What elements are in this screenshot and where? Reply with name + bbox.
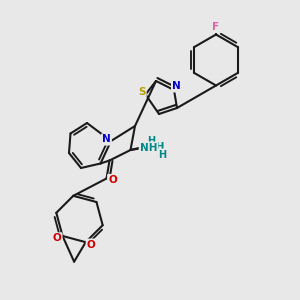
Text: O: O bbox=[53, 233, 62, 243]
Text: S: S bbox=[138, 87, 146, 97]
Text: N: N bbox=[172, 81, 181, 92]
Text: H: H bbox=[147, 136, 155, 146]
Text: O: O bbox=[108, 175, 117, 185]
Text: F: F bbox=[212, 22, 220, 32]
Text: NH: NH bbox=[140, 142, 157, 153]
Text: H: H bbox=[158, 149, 166, 160]
Text: NH: NH bbox=[147, 142, 165, 152]
Text: N: N bbox=[102, 134, 111, 145]
Text: O: O bbox=[87, 240, 95, 250]
